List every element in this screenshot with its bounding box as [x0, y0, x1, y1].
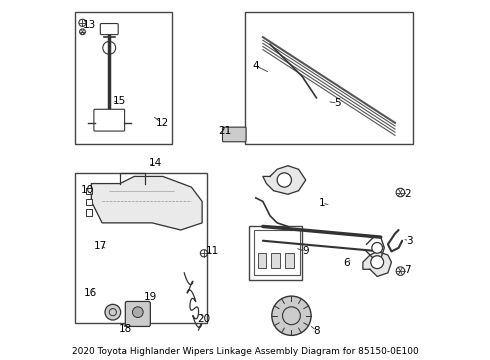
Text: 1: 1	[318, 198, 325, 208]
Polygon shape	[92, 176, 202, 230]
FancyBboxPatch shape	[100, 23, 118, 35]
Bar	[75, 173, 207, 323]
Bar	[254, 230, 300, 275]
Text: 14: 14	[149, 158, 162, 168]
Text: 20: 20	[197, 314, 211, 324]
Polygon shape	[363, 251, 392, 276]
Text: 21: 21	[219, 126, 232, 136]
Bar	[285, 253, 294, 267]
Bar	[86, 188, 93, 194]
Text: 18: 18	[119, 324, 132, 334]
Text: 9: 9	[302, 247, 309, 256]
Bar	[86, 209, 93, 216]
Bar	[248, 226, 302, 280]
Circle shape	[272, 296, 311, 336]
Bar	[245, 12, 413, 144]
Text: 2020 Toyota Highlander Wipers Linkage Assembly Diagram for 85150-0E100: 2020 Toyota Highlander Wipers Linkage As…	[72, 347, 418, 356]
Circle shape	[105, 304, 121, 320]
FancyBboxPatch shape	[94, 109, 124, 131]
Text: 7: 7	[404, 265, 411, 275]
Text: 11: 11	[206, 247, 220, 256]
Text: 10: 10	[81, 185, 95, 195]
Text: 2: 2	[404, 189, 411, 199]
Bar	[75, 12, 172, 144]
Text: 4: 4	[252, 61, 259, 71]
Circle shape	[371, 256, 384, 269]
Bar	[258, 253, 267, 267]
Text: 12: 12	[155, 118, 169, 128]
FancyBboxPatch shape	[125, 301, 150, 327]
Text: 17: 17	[94, 241, 107, 251]
Text: 5: 5	[335, 98, 341, 108]
Polygon shape	[263, 166, 306, 194]
Bar	[86, 199, 93, 205]
Circle shape	[277, 173, 292, 187]
Circle shape	[132, 307, 143, 318]
Bar	[271, 253, 280, 267]
Text: 13: 13	[83, 19, 96, 30]
Text: 8: 8	[313, 326, 320, 336]
Text: 19: 19	[144, 292, 157, 302]
Text: 16: 16	[84, 288, 98, 297]
Text: 15: 15	[113, 96, 126, 107]
FancyBboxPatch shape	[222, 127, 246, 142]
Text: 6: 6	[343, 258, 350, 268]
Text: 3: 3	[406, 236, 413, 246]
Circle shape	[372, 243, 383, 253]
